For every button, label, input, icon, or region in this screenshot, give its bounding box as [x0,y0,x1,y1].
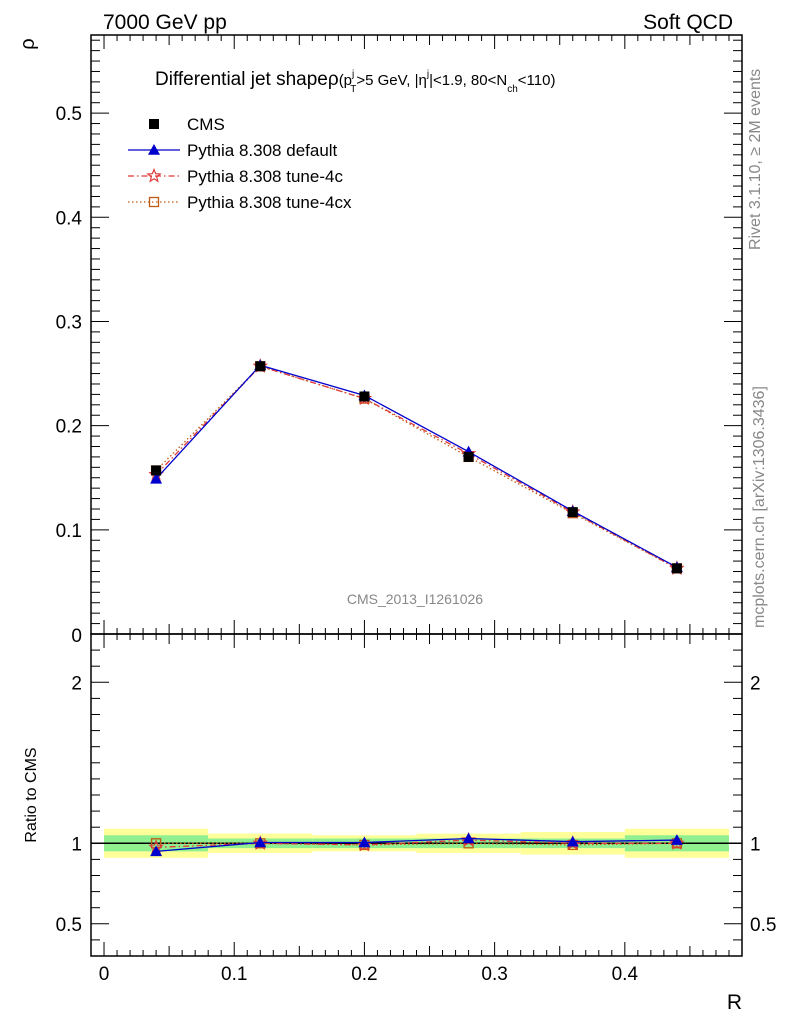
ratio-point-pythia-8-308-default [462,832,475,844]
y-tick-label: 0.1 [56,521,82,542]
x-tick-label: 0 [99,964,110,985]
title-eta-sup: j [426,69,429,80]
data-point-cms [671,563,682,574]
y-tick-label: 0.3 [56,312,82,333]
data-point-cms [359,391,370,402]
data-point-cms [151,465,162,476]
y-tick-label: 0.5 [56,104,82,125]
ratio-line-pythia-8-308-tune-4cx [156,842,677,846]
data-point-cms [463,451,474,462]
x-axis-label: R [727,991,742,1014]
legend-marker-cms [149,119,159,129]
ratio-panel-frame [90,633,743,957]
title-cuts-close: <110) [518,72,556,89]
ratio-y-tick-label-right: 2 [750,673,761,694]
ratio-point-pythia-8-308-default [358,836,371,848]
header-right: Soft QCD [643,11,733,34]
legend-marker-pythia-8-308-tune-4c [146,167,162,183]
y-zero-label: 0 [71,626,82,647]
ratio-point-pythia-8-308-default [670,834,683,845]
ratio-point-pythia-8-308-default [566,835,579,847]
rivet-label: Rivet 3.1.10, ≥ 2M events [747,69,764,250]
main-series [148,358,685,575]
legend: CMS Pythia 8.308 default Pythia 8.308 tune… [128,115,352,212]
legend-label-pythia-8-308-tune-4c: Pythia 8.308 tune-4c [187,167,343,186]
ratio-y-axis-label: Ratio to CMS [23,747,40,842]
y-tick-label: 0.2 [56,417,82,438]
ratio-y-tick-label-right: 1 [750,834,761,855]
analysis-label: CMS_2013_I1261026 [347,591,483,607]
data-point-pythia-8-308-default [150,472,163,484]
title-nch-sub: ch [507,84,518,95]
y-axis-label: ρ [17,38,39,49]
title-eta-cut: |<1.9, 80<N [429,72,507,89]
y-tick-label: 0.4 [56,208,83,229]
series-line-pythia-8-308-tune-4cx [155,365,678,569]
title-cuts-open: (p [339,72,352,89]
ratio-line-pythia-8-308-default [156,837,677,852]
legend-marker-pythia-8-308-default [148,144,160,155]
ratio-point-pythia-8-308-tune-4c [669,835,685,850]
legend-label-pythia-8-308-default: Pythia 8.308 default [187,141,338,160]
data-point-cms [567,507,578,518]
header-left: 7000 GeV pp [103,11,227,34]
x-tick-label: 0.1 [221,964,247,985]
chart-title-main: Differential jet shapeρ [155,69,339,90]
series-line-pythia-8-308-tune-4c [155,365,678,569]
legend-label-pythia-8-308-tune-4cx: Pythia 8.308 tune-4cx [187,193,352,212]
mcplots-label: mcplots.cern.ch [arXiv:1306.3436] [751,386,768,628]
x-tick-label: 0.3 [481,964,507,985]
x-tick-label: 0.4 [612,964,639,985]
legend-marker-pythia-8-308-tune-4cx [148,196,160,208]
chart-title: Differential jet shapeρ(pj T>5 GeV, |ηj|<… [155,69,555,95]
data-point-cms [255,361,266,372]
title-pt-sup: j [351,69,354,80]
legend-label-cms: CMS [187,115,225,134]
ratio-point-pythia-8-308-default [150,845,163,857]
axis-ticks: 0 0.1 0.2 0.3 0.4 0.1 0.2 0.3 0.4 0.5 0 0.5 0.5 1 1 2 2 [56,35,776,985]
ratio-y-tick-label: 0.5 [56,915,82,936]
title-pt-cut: >5 GeV, |η [356,72,426,89]
ratio-series [148,831,685,857]
x-tick-label: 0.2 [351,964,377,985]
ratio-y-tick-label-right: 0.5 [750,915,776,936]
title-pt-sub: T [350,84,356,95]
ratio-y-tick-label: 2 [71,673,82,694]
ratio-y-tick-label: 1 [71,834,82,855]
ratio-point-pythia-8-308-default [254,836,267,848]
series-line-pythia-8-308-default [155,364,678,568]
